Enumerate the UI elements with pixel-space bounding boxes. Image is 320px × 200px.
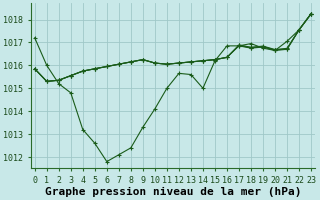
X-axis label: Graphe pression niveau de la mer (hPa): Graphe pression niveau de la mer (hPa) — [45, 186, 301, 197]
